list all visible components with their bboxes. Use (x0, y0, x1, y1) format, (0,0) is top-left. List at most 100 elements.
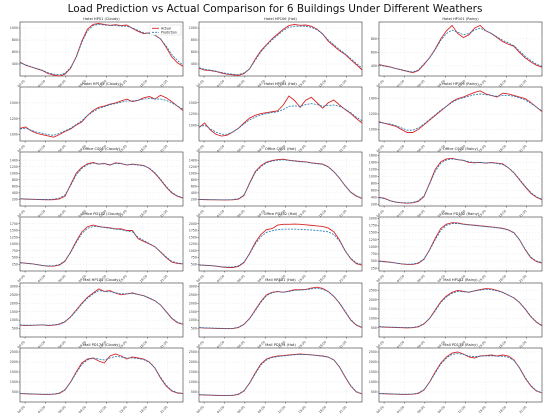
prediction-line (378, 93, 543, 131)
y-tick-label: 3000 (10, 284, 18, 288)
x-tick-label: 18:00 (139, 405, 148, 414)
x-tick-label: 09:00 (78, 340, 87, 349)
x-tick-label: 18:00 (498, 340, 507, 349)
y-tick-label: 500 (191, 390, 197, 394)
x-tick-label: 18:00 (498, 405, 507, 414)
y-tick-label: 800 (191, 38, 197, 42)
x-tick-label: 00:00 (196, 144, 205, 153)
y-tick-label: 1500 (10, 310, 18, 314)
x-tick-label: 12:00 (457, 340, 466, 349)
y-tick-label: 800 (371, 181, 377, 185)
x-tick-label: 15:00 (478, 405, 487, 414)
y-tick-label: 200 (191, 198, 197, 202)
subplot-1: 400 600 800 1000 00:00 03:00 06:00 09:00 12:00 15… (10, 17, 184, 88)
x-tick-label: 21:00 (338, 340, 347, 349)
x-tick-label: 03:00 (37, 144, 46, 153)
x-tick-label: 09:00 (437, 274, 446, 283)
legend-box (149, 24, 182, 36)
plot-frame (198, 21, 363, 77)
x-tick-label: 06:00 (236, 209, 245, 218)
x-tick-label: 09:00 (437, 209, 446, 218)
y-tick-label: 1000 (10, 171, 18, 175)
y-tick-label: 1000 (369, 316, 377, 320)
prediction-line (378, 353, 543, 395)
x-tick-label: 09:00 (437, 79, 446, 88)
subplot-7: 200 400 600 800 1000 1200 1400 00:00 03:00 06:00 0… (10, 147, 184, 218)
y-tick-label: 1400 (369, 161, 377, 165)
prediction-line (198, 228, 363, 268)
prediction-line (378, 289, 543, 329)
x-tick-label: 12:00 (277, 144, 286, 153)
subplot-title: Mall HP101 (Cloudy) (83, 278, 120, 282)
subplot-8: 200 400 600 800 1000 1200 1400 00:00 03:00 06:00 0… (189, 147, 363, 218)
x-tick-label: 06:00 (236, 79, 245, 88)
x-tick-label: 00:00 (196, 405, 205, 414)
x-tick-label: 06:00 (236, 340, 245, 349)
x-tick-label: 00:00 (376, 79, 385, 88)
prediction-line (19, 98, 184, 136)
x-tick-label: 03:00 (37, 274, 46, 283)
y-tick-label: 250 (371, 266, 377, 270)
x-tick-label: 09:00 (257, 340, 266, 349)
x-tick-label: 03:00 (216, 144, 225, 153)
x-tick-label: 12:00 (457, 405, 466, 414)
actual-line (378, 90, 543, 133)
y-tick-label: 1000 (10, 318, 18, 322)
x-tick-label: 09:00 (78, 405, 87, 414)
y-tick-label: 1400 (10, 158, 18, 162)
prediction-line (198, 287, 363, 329)
y-tick-label: 600 (191, 50, 197, 54)
y-tick-label: 2000 (189, 301, 197, 305)
x-tick-label: 03:00 (37, 209, 46, 218)
x-tick-label: 12:00 (457, 274, 466, 283)
y-tick-label: 1000 (10, 380, 18, 384)
x-tick-label: 09:00 (257, 274, 266, 283)
y-tick-label: 400 (12, 62, 18, 66)
x-tick-label: 12:00 (98, 209, 107, 218)
x-tick-label: 00:00 (17, 209, 26, 218)
y-tick-label: 500 (191, 262, 197, 266)
x-tick-label: 06:00 (57, 144, 66, 153)
x-tick-label: 06:00 (416, 405, 425, 414)
x-tick-label: 18:00 (318, 209, 327, 218)
plot-frame (378, 216, 543, 272)
x-tick-label: 21:00 (338, 405, 347, 414)
x-tick-label: 06:00 (57, 274, 66, 283)
prediction-line (198, 25, 363, 75)
y-tick-label: 600 (12, 184, 18, 188)
x-tick-label: 09:00 (78, 79, 87, 88)
x-tick-label: 06:00 (57, 405, 66, 414)
y-tick-label: 2000 (369, 298, 377, 302)
y-tick-label: 1200 (369, 168, 377, 172)
y-tick-label: 1000 (189, 171, 197, 175)
y-tick-label: 1000 (369, 380, 377, 384)
y-tick-label: 250 (12, 262, 18, 266)
x-tick-label: 21:00 (159, 79, 168, 88)
x-tick-label: 21:00 (159, 209, 168, 218)
x-tick-label: 15:00 (478, 340, 487, 349)
plot-frame (19, 86, 184, 142)
x-tick-label: 15:00 (298, 274, 307, 283)
x-tick-label: 03:00 (37, 340, 46, 349)
plot-frame (19, 151, 184, 207)
x-tick-label: 03:00 (396, 340, 405, 349)
subplot-title: Mall HP101 (Hot) (265, 278, 296, 282)
y-tick-label: 2000 (369, 360, 377, 364)
y-tick-label: 750 (12, 249, 18, 253)
y-tick-label: 1000 (369, 245, 377, 249)
y-tick-label: 2000 (10, 360, 18, 364)
x-tick-label: 15:00 (478, 144, 487, 153)
x-tick-label: 18:00 (318, 79, 327, 88)
x-tick-label: 12:00 (98, 79, 107, 88)
x-tick-label: 03:00 (216, 274, 225, 283)
y-tick-label: 800 (191, 178, 197, 182)
x-tick-label: 00:00 (17, 274, 26, 283)
x-tick-label: 03:00 (396, 79, 405, 88)
x-tick-label: 09:00 (78, 144, 87, 153)
x-tick-label: 00:00 (17, 405, 26, 414)
x-tick-label: 12:00 (457, 79, 466, 88)
actual-line (19, 94, 184, 138)
y-tick-label: 1200 (369, 112, 377, 116)
x-tick-label: 00:00 (376, 340, 385, 349)
